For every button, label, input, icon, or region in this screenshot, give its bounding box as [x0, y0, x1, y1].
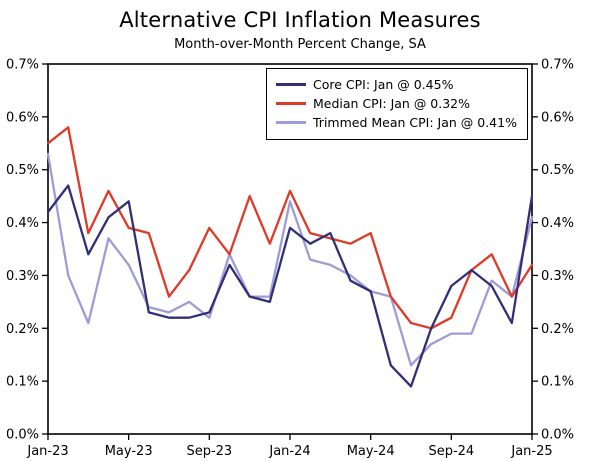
svg-text:0.1%: 0.1% [6, 375, 39, 390]
svg-text:0.0%: 0.0% [541, 428, 574, 443]
svg-text:0.6%: 0.6% [541, 110, 574, 125]
legend-label-median-cpi: Median CPI: Jan @ 0.32% [313, 96, 471, 111]
svg-text:May-23: May-23 [105, 444, 153, 459]
trimmed-mean-cpi-line-swatch [276, 121, 306, 124]
chart-title: Alternative CPI Inflation Measures [119, 8, 481, 32]
svg-text:Jan-24: Jan-24 [268, 444, 310, 459]
svg-text:0.5%: 0.5% [6, 163, 39, 178]
y-axis: 0.0% 0.0% 0.1% 0.1% 0.2% 0.2% 0.3% 0.3% 0.4% 0.4%… [6, 58, 574, 443]
x-axis: Jan-23 May-23 Sep-23 Jan-24 May-24 Sep-24 Jan-… [26, 434, 553, 459]
legend-label-core-cpi: Core CPI: Jan @ 0.45% [313, 77, 454, 92]
series-line-trimmed-mean-cpi [46, 152, 534, 367]
svg-text:0.2%: 0.2% [541, 322, 574, 337]
legend-item-median-cpi: Median CPI: Jan @ 0.32% [276, 94, 517, 113]
svg-text:0.4%: 0.4% [6, 216, 39, 231]
median-cpi-line-swatch [276, 102, 306, 105]
svg-text:0.7%: 0.7% [6, 58, 39, 73]
svg-text:0.5%: 0.5% [541, 163, 574, 178]
svg-text:0.0%: 0.0% [6, 428, 39, 443]
svg-text:0.1%: 0.1% [541, 375, 574, 390]
svg-text:Jan-23: Jan-23 [26, 444, 68, 459]
svg-text:0.3%: 0.3% [6, 269, 39, 284]
svg-text:Sep-24: Sep-24 [428, 444, 474, 459]
svg-text:0.4%: 0.4% [541, 216, 574, 231]
chart-subtitle: Month-over-Month Percent Change, SA [174, 37, 426, 52]
series-line-median-cpi [46, 126, 534, 330]
legend-item-core-cpi: Core CPI: Jan @ 0.45% [276, 75, 517, 94]
svg-text:0.6%: 0.6% [6, 110, 39, 125]
svg-text:0.3%: 0.3% [541, 269, 574, 284]
svg-text:0.7%: 0.7% [541, 58, 574, 73]
series-line-core-cpi [46, 184, 534, 388]
svg-text:0.2%: 0.2% [6, 322, 39, 337]
core-cpi-line-swatch [276, 83, 306, 86]
svg-text:May-24: May-24 [347, 444, 395, 459]
legend-item-trimmed-mean-cpi: Trimmed Mean CPI: Jan @ 0.41% [276, 113, 517, 132]
legend-label-trimmed-mean-cpi: Trimmed Mean CPI: Jan @ 0.41% [313, 115, 517, 130]
chart-legend: Core CPI: Jan @ 0.45% Median CPI: Jan @ … [266, 68, 528, 140]
svg-text:Jan-25: Jan-25 [510, 444, 552, 459]
svg-text:Sep-23: Sep-23 [186, 444, 232, 459]
